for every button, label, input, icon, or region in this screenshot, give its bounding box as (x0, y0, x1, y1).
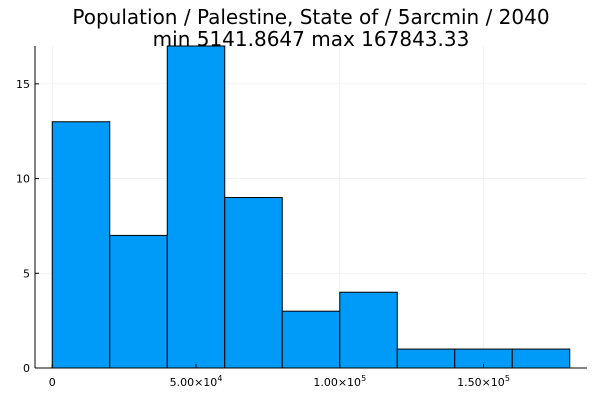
histogram-bar (51, 121, 111, 369)
y-tick-label: 15 (16, 78, 30, 91)
x-tick-label: 0 (49, 376, 56, 389)
x-tick-label: 1.50×105 (457, 374, 510, 389)
axes-layer (34, 46, 587, 369)
chart-subtitle: min 5141.8647 max 167843.33 (153, 27, 470, 51)
ticks-layer: 0 5.00×104 1.00×105 1.50×105 0 5 10 15 (16, 78, 510, 389)
y-tick-label: 5 (23, 267, 30, 280)
x-tick-label: 5.00×104 (170, 374, 223, 389)
x-tick-label: 1.00×105 (313, 374, 366, 389)
histogram-bar (511, 348, 571, 369)
x-tick-exponent: 4 (217, 374, 222, 383)
bars-layer (51, 45, 571, 369)
histogram-bar (224, 197, 283, 369)
histogram-bar (396, 348, 456, 369)
histogram-bar (166, 45, 226, 369)
histogram-bar (109, 234, 168, 369)
x-tick-exponent: 5 (505, 374, 510, 383)
x-tick-exponent: 5 (361, 374, 366, 383)
y-tick-label: 0 (23, 362, 30, 375)
y-tick-label: 10 (16, 173, 30, 186)
histogram-bar (281, 310, 341, 369)
histogram-bar (339, 291, 398, 369)
chart-title: Population / Palestine, State of / 5arcm… (72, 5, 549, 29)
